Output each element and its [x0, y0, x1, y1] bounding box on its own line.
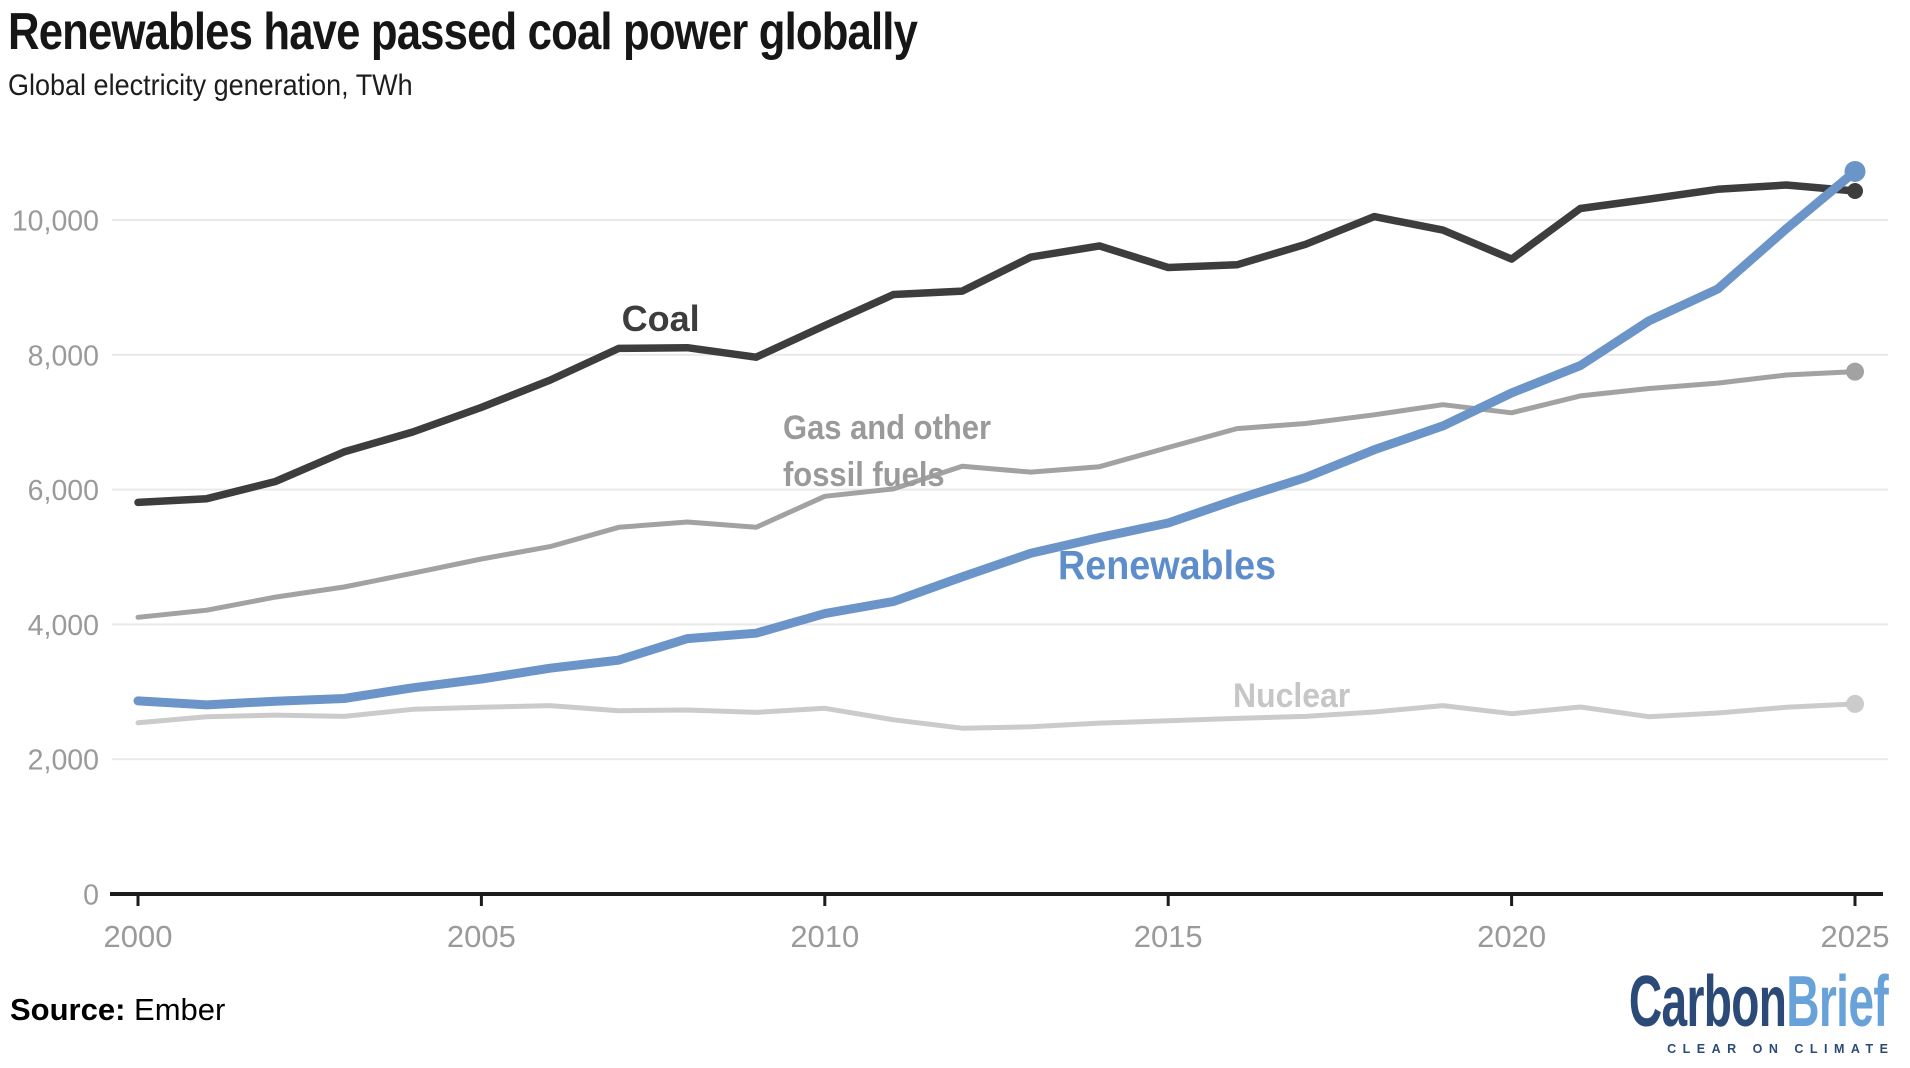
nuclear-series-line [135, 701, 1858, 731]
x-tick-label: 2015 [1134, 919, 1203, 954]
logo-wordmark: CarbonBrief [1629, 966, 1889, 1038]
y-tick-label: 2,000 [28, 745, 99, 777]
x-tick-label: 2025 [1821, 919, 1890, 954]
y-tick-label: 10,000 [12, 206, 99, 238]
carbonbrief-logo: CarbonBrief CLEAR ON CLIMATE [1483, 966, 1889, 1056]
chart-title: Renewables have passed coal power global… [8, 3, 918, 61]
y-tick-label: 6,000 [28, 475, 99, 507]
gas-and-other-fossil-fuels-series-line [135, 369, 1858, 620]
source-label: Source: [10, 992, 126, 1027]
coal-series-line [134, 181, 1859, 507]
logo-tagline: CLEAR ON CLIMATE [1667, 1042, 1895, 1056]
chart-subtitle: Global electricity generation, TWh [8, 69, 413, 102]
source-note: Source: Ember [10, 992, 225, 1028]
x-tick-label: 2020 [1477, 919, 1546, 954]
x-tick-label: 2000 [104, 919, 173, 954]
x-tick-label: 2005 [447, 919, 516, 954]
coal-end-dot [1847, 183, 1863, 200]
logo-carbon: Carbon [1628, 962, 1787, 1042]
x-tick-label: 2010 [790, 919, 859, 954]
renewables-end-dot [1844, 160, 1866, 182]
y-tick-label: 8,000 [28, 340, 99, 372]
y-tick-label: 0 [83, 880, 99, 912]
source-value: Ember [134, 992, 226, 1027]
logo-brief: Brief [1786, 962, 1888, 1042]
nuclear-end-dot [1846, 694, 1864, 713]
y-tick-label: 4,000 [28, 610, 99, 642]
gas-and-other-fossil-fuels-end-dot [1846, 362, 1864, 381]
renewables-series-line [133, 167, 1860, 710]
